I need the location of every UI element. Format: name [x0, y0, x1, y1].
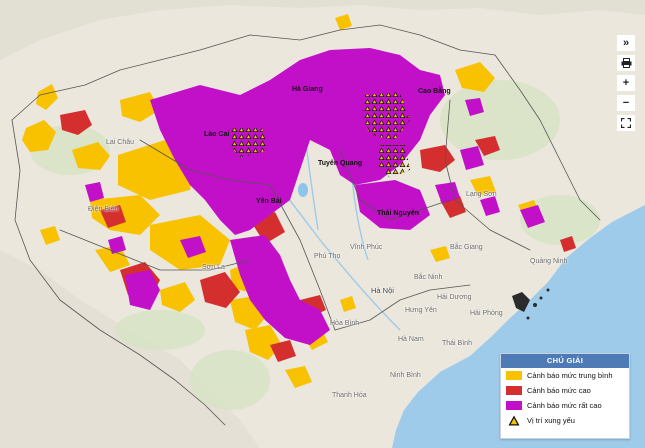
- legend-item-high: Cảnh báo mức cao: [501, 383, 629, 398]
- place-label-thai-binh: Thái Bình: [442, 340, 472, 347]
- legend-swatch-very-high: [506, 401, 522, 410]
- place-label-hai-duong: Hải Dương: [437, 294, 472, 301]
- print-button[interactable]: [617, 55, 635, 71]
- place-label-ha-noi: Hà Nội: [371, 286, 394, 295]
- china-area: [0, 0, 645, 60]
- place-label-ha-nam: Hà Nam: [398, 336, 424, 343]
- place-label-ha-giang: Hà Giang: [292, 86, 323, 93]
- place-label-bac-ninh: Bắc Ninh: [414, 274, 443, 281]
- fullscreen-icon: [621, 118, 631, 128]
- place-label-hoa-binh: Hòa Bình: [330, 320, 360, 327]
- place-label-phu-tho: Phú Thọ: [314, 253, 341, 260]
- expand-panel-button[interactable]: »: [617, 35, 635, 51]
- legend-label-vulnerable: Vị trí xung yếu: [527, 416, 575, 425]
- place-label-lao-cai: Lào Cai: [204, 131, 230, 138]
- place-label-lang-son: Lạng Sơn: [466, 191, 497, 198]
- printer-icon: [621, 58, 631, 68]
- warning-triangle-icon: [506, 415, 522, 426]
- place-label-vinh-phuc: Vĩnh Phúc: [350, 244, 383, 251]
- legend-item-very-high: Cảnh báo mức rất cao: [501, 398, 629, 413]
- province-boundaries: [11, 24, 601, 426]
- place-label-yen-bai: Yên Bái: [256, 198, 282, 205]
- fullscreen-button[interactable]: [617, 115, 635, 131]
- map-legend: CHÚ GIẢI Cảnh báo mức trung bình Cảnh bá…: [500, 353, 630, 439]
- legend-swatch-high: [506, 386, 522, 395]
- place-label-lai-chau: Lai Châu: [106, 139, 135, 146]
- place-label-cao-bang: Cao Bằng: [418, 88, 451, 95]
- place-label-quang-ninh: Quảng Ninh: [530, 258, 568, 265]
- place-label-bac-giang: Bắc Giang: [450, 244, 483, 251]
- place-label-ninh-binh: Ninh Bình: [390, 372, 421, 379]
- lake: [298, 183, 308, 197]
- legend-swatch-medium: [506, 371, 522, 380]
- place-label-son-la: Sơn La: [202, 264, 225, 271]
- legend-label-very-high: Cảnh báo mức rất cao: [527, 401, 602, 410]
- legend-label-high: Cảnh báo mức cao: [527, 386, 591, 395]
- zoom-in-button[interactable]: +: [617, 75, 635, 91]
- place-label-tuyen-quang: Tuyên Quang: [318, 160, 363, 167]
- legend-label-medium: Cảnh báo mức trung bình: [527, 371, 613, 380]
- terrain-patches: [30, 80, 600, 410]
- place-label-dien-bien: Điện Biên: [88, 206, 119, 213]
- place-label-hai-phong: Hải Phòng: [470, 310, 503, 317]
- zoom-out-button[interactable]: −: [617, 95, 635, 111]
- vulnerable-location-markers: [230, 92, 410, 178]
- legend-title: CHÚ GIẢI: [501, 354, 629, 368]
- map-controls: » + −: [617, 35, 635, 131]
- place-label-thanh-hoa: Thanh Hóa: [332, 392, 367, 399]
- place-label-thai-nguyen: Thái Nguyên: [377, 210, 420, 217]
- place-label-hung-yen: Hưng Yên: [405, 307, 437, 314]
- island-cluster: [512, 288, 550, 320]
- legend-item-vulnerable: Vị trí xung yếu: [501, 413, 629, 428]
- legend-item-medium: Cảnh báo mức trung bình: [501, 368, 629, 383]
